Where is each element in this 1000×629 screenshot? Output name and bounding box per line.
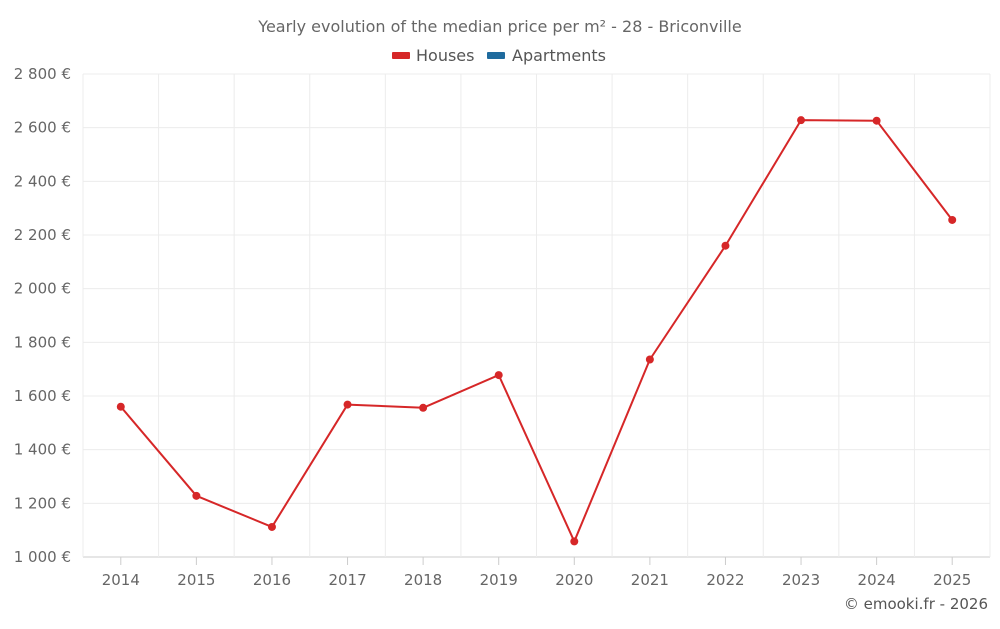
x-tick-label: 2016	[253, 571, 291, 589]
x-tick-label: 2018	[404, 571, 442, 589]
y-tick-label: 2 600 €	[14, 119, 71, 137]
y-tick-label: 1 200 €	[14, 494, 71, 512]
y-axis: 1 000 € 1 200 € 1 400 € 1 600 € 1 800 € 2 000…	[14, 65, 71, 566]
data-point-houses-2016[interactable]	[267, 522, 276, 531]
data-point-houses-2017[interactable]	[343, 400, 352, 409]
data-point-houses-2014[interactable]	[116, 402, 125, 411]
data-point-houses-2019[interactable]	[494, 371, 503, 380]
legend-label-apartments[interactable]: Apartments	[512, 46, 606, 65]
data-point-houses-2024[interactable]	[872, 116, 881, 125]
gridlines	[82, 73, 991, 558]
data-point-houses-2021[interactable]	[645, 355, 654, 364]
x-axis: 2014 2015 2016 2017 2018 2019 2020 2021 2022 2023…	[102, 557, 971, 589]
credit-text: © emooki.fr - 2026	[844, 595, 988, 613]
y-tick-label: 1 600 €	[14, 387, 71, 405]
x-tick-label: 2025	[933, 571, 971, 589]
data-point-houses-2023[interactable]	[797, 116, 806, 125]
y-tick-label: 1 800 €	[14, 333, 71, 351]
x-tick-label: 2022	[706, 571, 744, 589]
x-tick-label: 2019	[480, 571, 518, 589]
y-tick-label: 2 400 €	[14, 172, 71, 190]
x-tick-label: 2021	[631, 571, 669, 589]
legend-swatch-houses[interactable]	[392, 52, 410, 59]
chart-title: Yearly evolution of the median price per…	[257, 17, 741, 36]
y-tick-label: 2 200 €	[14, 226, 71, 244]
y-tick-label: 1 400 €	[14, 441, 71, 459]
series-layer	[116, 116, 957, 546]
series-line-houses	[120, 119, 954, 543]
x-tick-label: 2024	[858, 571, 896, 589]
x-tick-label: 2023	[782, 571, 820, 589]
data-point-houses-2020[interactable]	[570, 537, 579, 546]
legend-label-houses[interactable]: Houses	[416, 46, 474, 65]
legend-swatch-apartments[interactable]	[487, 52, 505, 59]
data-point-houses-2018[interactable]	[419, 403, 428, 412]
x-tick-label: 2017	[328, 571, 366, 589]
y-tick-label: 1 000 €	[14, 548, 71, 566]
data-point-houses-2022[interactable]	[721, 241, 730, 250]
data-point-houses-2015[interactable]	[192, 491, 201, 500]
legend: Houses Apartments	[392, 46, 606, 65]
x-tick-label: 2014	[102, 571, 140, 589]
data-point-houses-2025[interactable]	[948, 215, 957, 224]
y-tick-label: 2 800 €	[14, 65, 71, 83]
x-tick-label: 2020	[555, 571, 593, 589]
x-tick-label: 2015	[177, 571, 215, 589]
y-tick-label: 2 000 €	[14, 280, 71, 298]
